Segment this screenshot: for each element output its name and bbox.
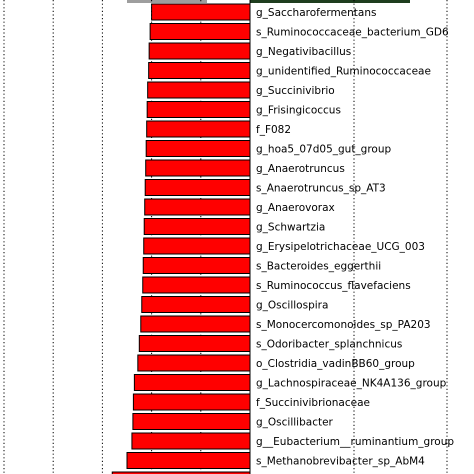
bar-label: s_Anaerotruncus_sp_AT3	[256, 183, 386, 195]
bar	[143, 237, 251, 255]
top-band-green	[250, 0, 410, 3]
bar-label: g_Oscillibacter	[256, 417, 334, 429]
bar-label: s_Ruminococcus_flavefaciens	[256, 280, 411, 292]
bar-label: g_Anaerotruncus	[256, 163, 345, 175]
bar	[111, 471, 251, 474]
bar	[149, 23, 251, 40]
bar-label: g_Negativibacillus	[256, 46, 351, 58]
bar-label: s_Ruminococcaceae_bacterium_GD6	[256, 27, 449, 39]
bar	[147, 81, 251, 99]
bar	[151, 3, 251, 21]
bar	[140, 315, 251, 333]
bar	[142, 257, 251, 274]
bar-label: g__Eubacterium__ruminantium_group	[256, 436, 454, 448]
bar	[126, 452, 251, 469]
bar-label: s_Odoribacter_splanchnicus	[256, 339, 402, 351]
bar	[142, 276, 251, 294]
bar	[146, 120, 251, 138]
bar-label: g_Erysipelotrichaceae_UCG_003	[256, 241, 425, 253]
bar-label: g_hoa5_07d05_gut_group	[256, 144, 392, 156]
bar-label: s_Monocercomonoides_sp_PA203	[256, 319, 431, 331]
bar-label: g_Schwartzia	[256, 222, 325, 234]
bar	[145, 140, 251, 157]
bar	[131, 432, 251, 450]
top-band-gray	[127, 0, 207, 3]
bar	[144, 179, 251, 196]
bar	[137, 354, 251, 372]
bar	[148, 42, 251, 60]
bar-label: s_Methanobrevibacter_sp_AbM4	[256, 456, 425, 468]
bar-label: f_Succinivibrionaceae	[256, 397, 370, 409]
bar	[141, 296, 251, 313]
bar-label: s_Bacteroides_eggerthii	[256, 261, 381, 273]
bar-label: g_Frisingicoccus	[256, 105, 341, 117]
bar	[133, 374, 251, 391]
bar	[148, 62, 251, 79]
bar-label: g_Lachnospiraceae_NK4A136_group	[256, 378, 447, 390]
bar-label: f_F082	[256, 124, 291, 136]
bar	[146, 101, 251, 118]
bar	[144, 198, 251, 216]
bar-label: g_Oscillospira	[256, 300, 328, 312]
bar-label: g_unidentified_Ruminococcaceae	[256, 66, 431, 78]
bar	[138, 335, 251, 352]
bar-label: g_Anaerovorax	[256, 202, 335, 214]
bar	[132, 413, 251, 430]
bar	[145, 159, 251, 177]
bar	[132, 393, 251, 411]
bar-label: o_Clostridia_vadinBB60_group	[256, 358, 415, 370]
bar-label: g_Saccharofermentans	[256, 7, 376, 19]
bar	[143, 218, 251, 235]
bar-label: g_Succinivibrio	[256, 85, 335, 97]
